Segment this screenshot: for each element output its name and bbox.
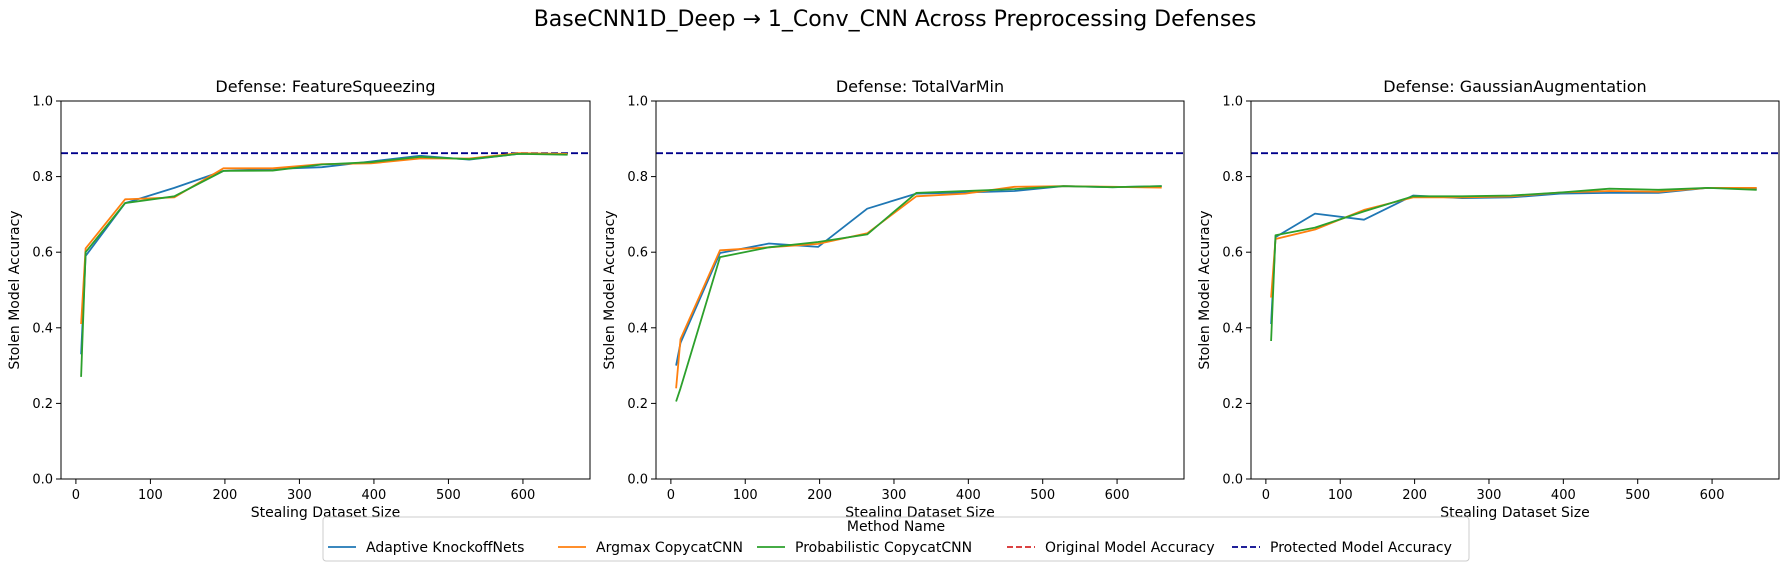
y-tick-label: 0.6: [627, 246, 648, 261]
legend-label: Argmax CopycatCNN: [596, 540, 743, 556]
legend: Method Name Adaptive KnockoffNets Argmax C…: [322, 516, 1470, 562]
legend-entry: Adaptive KnockoffNets: [328, 540, 524, 556]
chart-panel-2: Defense: TotalVarMin 0.0 0.2 0.4 0.6 0.8 1.0 0 1…: [602, 77, 1185, 521]
series-line-probabilistic-copycatcnn: [80, 152, 568, 377]
x-tick-label: 0: [1262, 488, 1270, 503]
y-tick-label: 0.2: [1222, 397, 1243, 412]
series-line-argmax-copycatcnn: [675, 185, 1162, 389]
x-tick-label: 100: [733, 488, 758, 503]
legend-label: Protected Model Accuracy: [1270, 540, 1452, 556]
axes-frame: [1250, 100, 1780, 480]
x-tick-label: 400: [1551, 488, 1576, 503]
x-tick-label: 0: [72, 488, 80, 503]
y-tick-label: 1.0: [32, 95, 53, 110]
y-tick-label: 0.4: [1222, 321, 1243, 336]
y-tick-label: 1.0: [627, 95, 648, 110]
x-tick-label: 200: [1402, 488, 1427, 503]
y-tick-label: 0.2: [627, 397, 648, 412]
x-tick-label: 500: [1625, 488, 1650, 503]
y-tick-label: 0.8: [627, 170, 648, 185]
series-line-probabilistic-copycatcnn: [1270, 186, 1757, 342]
x-tick-label: 200: [807, 488, 832, 503]
legend-entry: Probabilistic CopycatCNN: [757, 540, 972, 556]
series-line-argmax-copycatcnn: [80, 152, 568, 325]
legend-label: Probabilistic CopycatCNN: [795, 540, 972, 556]
x-tick-label: 300: [1477, 488, 1502, 503]
y-axis-label: Stolen Model Accuracy: [602, 210, 618, 369]
x-tick-label: 400: [362, 488, 387, 503]
legend-label: Adaptive KnockoffNets: [366, 540, 524, 556]
x-axis-label: Stealing Dataset Size: [1440, 505, 1590, 521]
y-tick-label: 0.0: [1222, 473, 1243, 488]
panel-title: Defense: GaussianAugmentation: [1383, 77, 1646, 96]
y-tick-label: 0.8: [32, 170, 53, 185]
y-tick-label: 0.8: [1222, 170, 1243, 185]
legend-title: Method Name: [847, 519, 945, 535]
chart-panel-3: Defense: GaussianAugmentation 0.0 0.2 0.4 0.…: [1197, 77, 1780, 521]
x-tick-label: 300: [287, 488, 312, 503]
y-axis-label: Stolen Model Accuracy: [1197, 210, 1213, 369]
panel-title: Defense: FeatureSqueezing: [215, 77, 435, 96]
panel-title: Defense: TotalVarMin: [836, 77, 1004, 96]
x-tick-label: 600: [511, 488, 536, 503]
figure-title: BaseCNN1D_Deep → 1_Conv_CNN Across Prepr…: [534, 7, 1257, 32]
legend-label: Original Model Accuracy: [1045, 540, 1215, 556]
x-tick-label: 200: [213, 488, 238, 503]
x-tick-label: 400: [956, 488, 981, 503]
axes-frame: [60, 100, 591, 480]
legend-entry: Protected Model Accuracy: [1232, 540, 1452, 556]
series-line-argmax-copycatcnn: [1270, 186, 1757, 298]
y-tick-label: 0.0: [627, 473, 648, 488]
panels: Defense: FeatureSqueezing 0.0 0.2 0.4 0.6 0.8…: [7, 77, 1780, 521]
x-tick-label: 100: [1328, 488, 1353, 503]
x-tick-label: 600: [1105, 488, 1130, 503]
series-line-adaptive-knockoffnets: [675, 185, 1162, 366]
x-tick-label: 300: [882, 488, 907, 503]
legend-entry: Original Model Accuracy: [1007, 540, 1215, 556]
x-tick-label: 500: [436, 488, 461, 503]
y-tick-label: 0.6: [32, 246, 53, 261]
x-tick-label: 0: [667, 488, 675, 503]
series-line-adaptive-knockoffnets: [1270, 186, 1757, 325]
series-line-probabilistic-copycatcnn: [675, 185, 1162, 402]
y-tick-label: 1.0: [1222, 95, 1243, 110]
y-tick-label: 0.0: [32, 473, 53, 488]
y-tick-label: 0.6: [1222, 246, 1243, 261]
y-tick-label: 0.4: [627, 321, 648, 336]
legend-entry: Argmax CopycatCNN: [558, 540, 743, 556]
y-tick-label: 0.4: [32, 321, 53, 336]
chart-panel-1: Defense: FeatureSqueezing 0.0 0.2 0.4 0.6 0.8…: [7, 77, 591, 521]
x-tick-label: 600: [1700, 488, 1725, 503]
y-tick-label: 0.2: [32, 397, 53, 412]
axes-frame: [655, 100, 1185, 480]
y-axis-label: Stolen Model Accuracy: [7, 210, 23, 369]
legend-box: [322, 516, 1470, 562]
series-line-adaptive-knockoffnets: [80, 152, 568, 355]
x-tick-label: 500: [1030, 488, 1055, 503]
x-tick-label: 100: [138, 488, 163, 503]
